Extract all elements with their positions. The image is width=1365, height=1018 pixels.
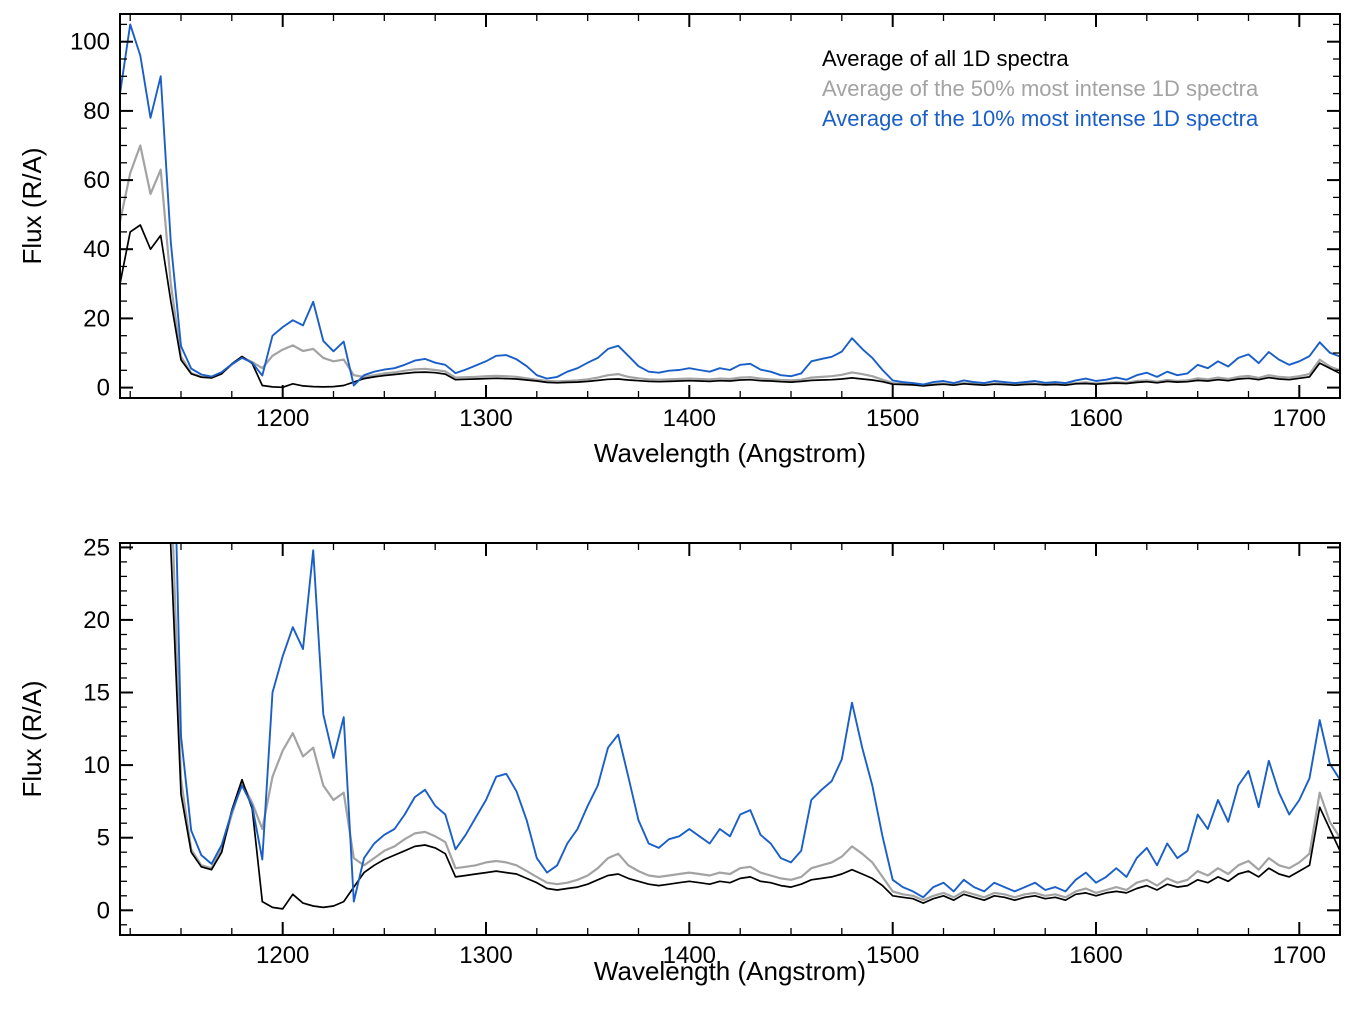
- plot-frame: [119, 13, 1341, 399]
- x-tick-label: 1400: [663, 942, 716, 969]
- y-tick-label: 20: [83, 305, 110, 332]
- y-tick-label: 0: [97, 375, 110, 402]
- legend-label-all-spectra: Average of all 1D spectra: [822, 46, 1069, 71]
- y-axis-label-bottom: Flux (R/A): [17, 680, 47, 798]
- plot-frame: [119, 542, 1341, 936]
- y-tick-label: 25: [83, 534, 110, 561]
- x-tick-label: 1400: [663, 405, 716, 432]
- series-lines: [120, 23, 1340, 389]
- x-tick-label: 1700: [1273, 405, 1326, 432]
- y-tick-label: 60: [83, 167, 110, 194]
- series-path-1: [171, 543, 1340, 902]
- x-tick-label: 1500: [866, 942, 919, 969]
- legend-label-10-percent: Average of the 10% most intense 1D spect…: [822, 106, 1259, 131]
- y-tick-label: 15: [83, 680, 110, 707]
- spectrum-chart-zoomed: 1200 1300 1400 1500 1600 1700 0 5 10 15 20 25: [83, 534, 1341, 969]
- x-tick-label: 1700: [1273, 942, 1326, 969]
- tick-labels: 1200 1300 1400 1500 1600 1700 0 20 40 60 80 100: [70, 29, 1326, 432]
- y-tick-label: 20: [83, 607, 110, 634]
- tick-labels: 1200 1300 1400 1500 1600 1700 0 5 10 15 20 25: [83, 534, 1326, 969]
- legend-entry-all-spectra: Average of all 1D spectra: [822, 44, 1258, 74]
- x-tick-label: 1200: [256, 942, 309, 969]
- axis-ticks: [120, 14, 1340, 398]
- legend-entry-10-percent: Average of the 10% most intense 1D spect…: [822, 104, 1258, 134]
- series-path-2: [175, 543, 1340, 903]
- x-tick-label: 1300: [459, 405, 512, 432]
- axis-ticks: [120, 543, 1340, 935]
- x-tick-label: 1600: [1069, 942, 1122, 969]
- y-axis-label-top: Flux (R/A): [17, 147, 47, 265]
- x-axis-label-top: Wavelength (Angstrom): [593, 438, 867, 468]
- x-tick-label: 1500: [866, 405, 919, 432]
- y-tick-label: 40: [83, 236, 110, 263]
- legend-entry-50-percent: Average of the 50% most intense 1D spect…: [822, 74, 1258, 104]
- y-tick-label: 10: [83, 752, 110, 779]
- series-path-1: [120, 144, 1340, 387]
- legend-label-50-percent: Average of the 50% most intense 1D spect…: [822, 76, 1259, 101]
- y-tick-label: 100: [70, 29, 110, 56]
- series-lines: [169, 543, 1340, 910]
- series-path-0: [169, 543, 1340, 910]
- spectrum-chart-full-range: 1200 1300 1400 1500 1600 1700 0 20 40 60 80 100: [70, 13, 1341, 432]
- y-tick-label: 5: [97, 825, 110, 852]
- x-tick-label: 1300: [459, 942, 512, 969]
- y-tick-label: 0: [97, 897, 110, 924]
- y-tick-label: 80: [83, 98, 110, 125]
- series-path-2: [120, 23, 1340, 387]
- series-path-0: [120, 224, 1340, 389]
- legend: Average of all 1D spectra Average of the…: [822, 44, 1258, 134]
- x-axis-label-bottom: Wavelength (Angstrom): [593, 956, 867, 986]
- x-tick-label: 1600: [1069, 405, 1122, 432]
- x-tick-label: 1200: [256, 405, 309, 432]
